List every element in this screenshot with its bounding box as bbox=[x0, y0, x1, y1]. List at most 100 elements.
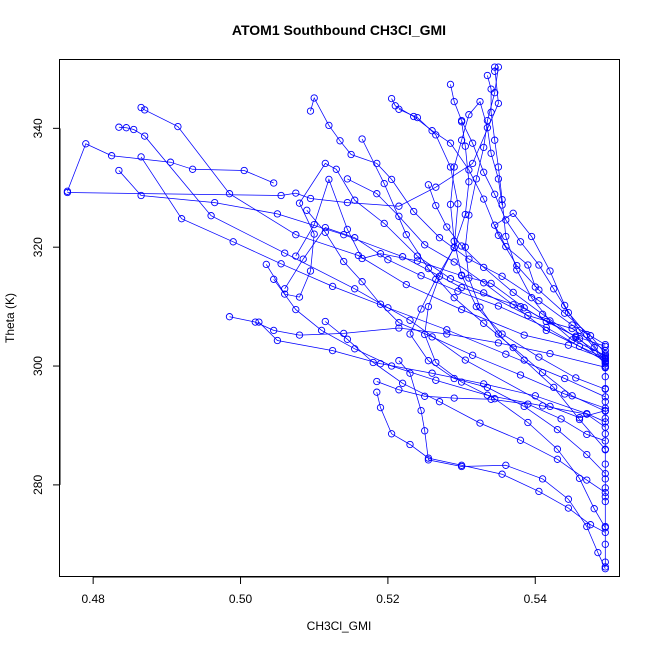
data-point bbox=[63, 188, 72, 197]
data-point bbox=[575, 326, 584, 335]
data-point bbox=[387, 430, 396, 438]
data-point bbox=[531, 283, 539, 291]
data-point bbox=[483, 71, 492, 80]
data-point bbox=[575, 415, 584, 424]
data-point bbox=[188, 165, 197, 173]
data-point bbox=[483, 116, 492, 125]
data-point bbox=[321, 317, 329, 326]
data-point bbox=[468, 159, 477, 168]
data-point bbox=[561, 301, 569, 310]
data-point bbox=[306, 194, 315, 203]
data-point bbox=[292, 305, 300, 314]
data-point bbox=[421, 427, 429, 435]
data-point bbox=[432, 201, 440, 210]
data-point bbox=[387, 175, 396, 184]
data-point bbox=[343, 335, 352, 343]
data-point bbox=[601, 488, 609, 497]
data-point bbox=[601, 497, 609, 506]
series-line bbox=[347, 178, 606, 359]
data-point bbox=[516, 371, 525, 379]
data-point bbox=[306, 107, 315, 115]
data-point bbox=[281, 285, 289, 293]
data-point bbox=[502, 242, 510, 251]
data-point bbox=[395, 324, 403, 332]
data-point bbox=[550, 285, 558, 293]
series-line bbox=[376, 381, 606, 442]
data-point bbox=[270, 275, 278, 283]
data-point bbox=[428, 369, 436, 377]
data-point bbox=[336, 137, 344, 145]
data-point bbox=[457, 271, 466, 279]
data-point bbox=[303, 206, 311, 214]
data-point bbox=[502, 232, 510, 241]
x-axis: 0.48 0.50 0.52 0.54 bbox=[81, 576, 547, 606]
data-point bbox=[457, 242, 466, 250]
data-point bbox=[583, 476, 591, 484]
series-line bbox=[118, 170, 606, 364]
data-point bbox=[583, 430, 591, 439]
data-point bbox=[115, 123, 123, 131]
data-point bbox=[406, 316, 414, 324]
data-point bbox=[351, 196, 359, 204]
data-point bbox=[432, 358, 440, 367]
data-point bbox=[373, 377, 381, 386]
data-point bbox=[424, 456, 433, 464]
series-line bbox=[273, 279, 606, 428]
y-tick-label: 300 bbox=[31, 356, 45, 376]
data-point bbox=[450, 97, 458, 106]
data-point bbox=[524, 311, 532, 320]
data-point bbox=[421, 241, 429, 249]
data-point bbox=[450, 294, 458, 302]
data-point bbox=[546, 317, 554, 325]
data-point bbox=[347, 150, 355, 159]
series-line bbox=[424, 121, 606, 528]
data-point bbox=[520, 402, 528, 411]
data-point bbox=[491, 63, 499, 71]
data-point bbox=[395, 319, 403, 327]
data-point bbox=[281, 290, 289, 298]
data-point bbox=[240, 166, 248, 175]
series-profile-12 bbox=[306, 94, 609, 349]
data-point bbox=[487, 108, 495, 116]
series-line bbox=[376, 392, 606, 533]
data-point bbox=[435, 398, 444, 406]
data-point bbox=[516, 302, 525, 311]
data-point bbox=[424, 302, 433, 311]
data-point bbox=[424, 357, 433, 365]
data-point bbox=[358, 278, 366, 286]
x-axis-label: CH3Cl_GMI bbox=[307, 619, 372, 633]
data-point bbox=[435, 272, 444, 280]
data-point bbox=[491, 89, 499, 97]
data-point bbox=[498, 470, 506, 478]
data-point bbox=[480, 168, 488, 176]
data-point bbox=[395, 357, 403, 365]
data-point bbox=[343, 175, 352, 183]
data-point bbox=[310, 94, 318, 102]
data-point bbox=[432, 376, 440, 384]
data-point bbox=[480, 195, 488, 203]
data-point bbox=[310, 230, 318, 238]
data-point bbox=[122, 124, 130, 132]
data-point bbox=[491, 395, 499, 403]
data-point bbox=[424, 454, 433, 462]
data-point bbox=[141, 106, 149, 114]
data-point bbox=[384, 304, 392, 312]
series-profile-24 bbox=[601, 351, 609, 571]
data-point bbox=[351, 285, 359, 293]
data-point bbox=[174, 122, 182, 131]
series-line bbox=[450, 84, 606, 363]
data-point bbox=[461, 142, 469, 150]
data-point bbox=[373, 388, 381, 396]
data-point bbox=[450, 237, 458, 245]
data-point bbox=[531, 392, 539, 400]
data-point bbox=[494, 302, 503, 310]
series-profile-22 bbox=[395, 357, 609, 573]
data-point bbox=[454, 200, 462, 208]
data-point bbox=[498, 330, 506, 338]
series-line bbox=[361, 138, 606, 412]
data-point bbox=[516, 238, 525, 246]
data-point bbox=[273, 210, 282, 218]
data-point bbox=[575, 414, 584, 422]
